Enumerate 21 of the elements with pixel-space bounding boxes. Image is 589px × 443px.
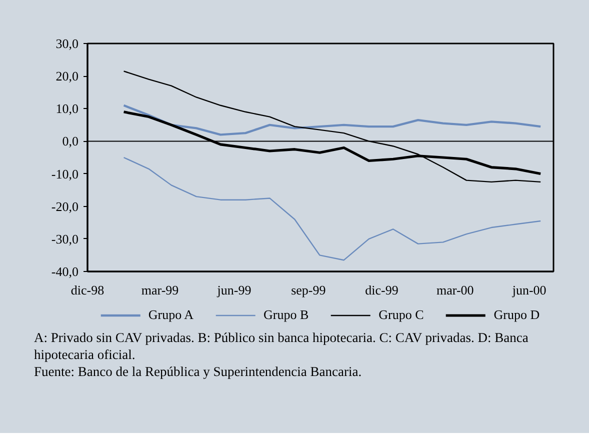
y-tick-label: -10,0 — [51, 166, 79, 182]
x-tick-label: jun-00 — [511, 282, 546, 298]
x-tick-label: mar-99 — [141, 282, 179, 298]
legend-label: Grupo C — [378, 307, 424, 323]
x-tick-label: jun-99 — [216, 282, 252, 298]
y-tick-label: -40,0 — [51, 264, 79, 279]
x-tick-label: dic-98 — [70, 282, 104, 298]
y-tick-label: 30,0 — [56, 36, 78, 51]
text: A: Privado sin CAV privadas. B: Público sin banca hipotecaria. C: CAV privadas. D: Banca hipotecaria oficial. — [34, 330, 530, 364]
x-tick-label: mar-00 — [436, 282, 474, 298]
source-note: Fuente: Banco de la República y Superintendencia Bancaria. — [34, 364, 363, 381]
y-tick-label: -20,0 — [51, 198, 79, 214]
y-tick-label: 0,0 — [62, 134, 78, 149]
legend-label: Grupo D — [494, 307, 540, 323]
y-tick-label: 10,0 — [56, 101, 78, 116]
x-tick-label: dic-99 — [365, 282, 398, 298]
y-tick-label: -30,0 — [51, 231, 79, 246]
legend-label: Grupo B — [264, 307, 309, 323]
x-tick-label: sep-99 — [291, 282, 326, 298]
legend-label: Grupo A — [148, 307, 194, 323]
y-tick-label: 20,0 — [56, 68, 78, 84]
